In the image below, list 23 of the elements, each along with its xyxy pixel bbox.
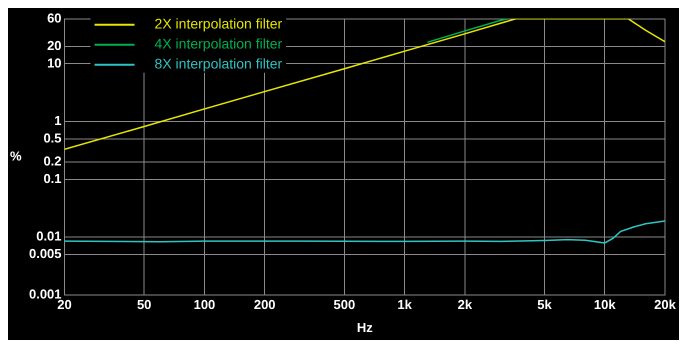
legend-label: 2X interpolation filter: [154, 16, 282, 32]
x-tick-label: 500: [333, 297, 356, 312]
x-tick-label: 50: [136, 297, 152, 312]
x-tick-label: 20k: [654, 297, 677, 312]
y-tick-label: 0.2: [43, 153, 62, 168]
x-tick-label: 100: [194, 297, 216, 312]
y-tick-label: 0.01: [36, 228, 62, 244]
x-tick-label: 1k: [397, 297, 413, 312]
y-axis-title: %: [10, 148, 22, 164]
x-tick-label: 2k: [458, 297, 473, 312]
y-tick-label: 0.5: [43, 130, 62, 146]
legend-label: 8X interpolation filter: [154, 56, 282, 72]
y-tick-label: 10: [47, 55, 62, 70]
legend-label: 4X interpolation filter: [154, 36, 282, 52]
y-tick-label: 0.1: [43, 170, 62, 186]
x-tick-label: 10k: [594, 297, 616, 312]
y-tick-label: 0.005: [28, 246, 62, 262]
x-tick-label: 5k: [537, 297, 552, 312]
x-tick-label: 200: [254, 297, 276, 312]
x-axis-title: Hz: [356, 320, 374, 335]
y-tick-label: 60: [47, 10, 62, 26]
y-tick-label: 1: [54, 113, 62, 128]
y-tick-label: 20: [47, 38, 62, 53]
